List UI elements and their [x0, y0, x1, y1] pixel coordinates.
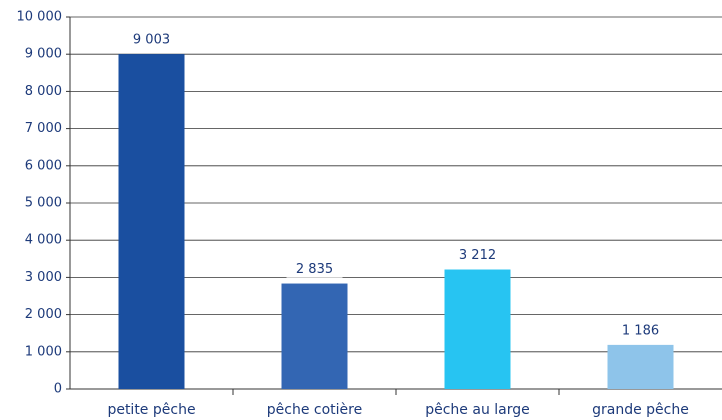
y-tick-label: 8 000 [25, 84, 62, 99]
y-tick-label: 1 000 [25, 344, 62, 359]
value-label: 2 835 [296, 262, 333, 277]
y-tick-label: 10 000 [17, 10, 63, 25]
value-label-bg [123, 30, 180, 49]
x-tick-label: petite pêche [107, 402, 195, 418]
value-label: 9 003 [133, 33, 170, 48]
bar [118, 54, 185, 389]
value-label-bg [612, 320, 669, 339]
value-label: 1 186 [622, 323, 659, 338]
value-label-bg [286, 259, 343, 278]
bar [607, 344, 674, 389]
x-tick-label: grande pêche [592, 402, 689, 418]
y-tick-label: 3 000 [25, 270, 62, 285]
value-label-bg [449, 245, 506, 264]
y-tick-label: 4 000 [25, 233, 62, 248]
y-tick-label: 9 000 [25, 47, 62, 62]
y-tick-label: 6 000 [25, 158, 62, 173]
value-label: 3 212 [459, 248, 496, 263]
bar [444, 269, 511, 389]
x-tick-label: pêche au large [425, 402, 530, 418]
y-tick-label: 2 000 [25, 307, 62, 322]
bar [281, 283, 348, 389]
y-tick-label: 0 [54, 382, 62, 397]
y-tick-label: 5 000 [25, 196, 62, 211]
y-tick-label: 7 000 [25, 121, 62, 136]
x-tick-label: pêche cotière [267, 402, 362, 418]
